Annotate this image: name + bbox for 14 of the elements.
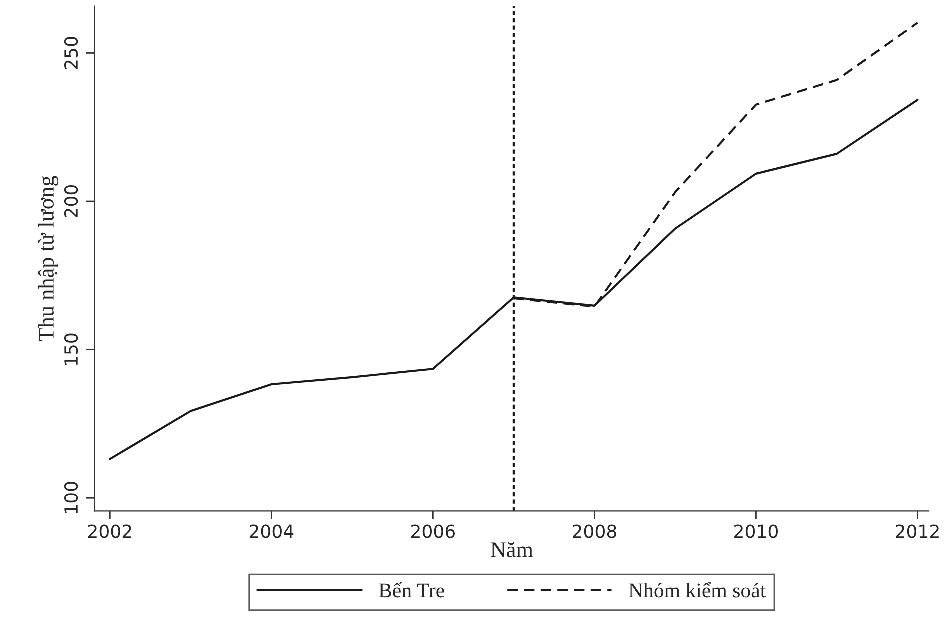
y-axis-title: Thu nhập từ lương: [38, 176, 59, 342]
x-tick-label: 2010: [734, 524, 778, 538]
legend-label: Bến Tre: [379, 582, 444, 598]
x-tick-label: 2006: [412, 524, 456, 538]
x-tick-label: 2008: [573, 524, 616, 538]
x-axis-title: Năm: [490, 542, 534, 558]
y-tick-label: 100: [64, 482, 78, 514]
y-tick-label: 200: [64, 185, 78, 218]
x-tick-label: 2002: [88, 524, 132, 538]
legend-label: Nhóm kiểm soát: [629, 582, 766, 598]
x-tick-label: 2012: [896, 524, 939, 538]
y-tick-label: 150: [64, 334, 78, 366]
x-tick-label: 2004: [250, 524, 294, 538]
y-tick-label: 250: [64, 37, 78, 70]
